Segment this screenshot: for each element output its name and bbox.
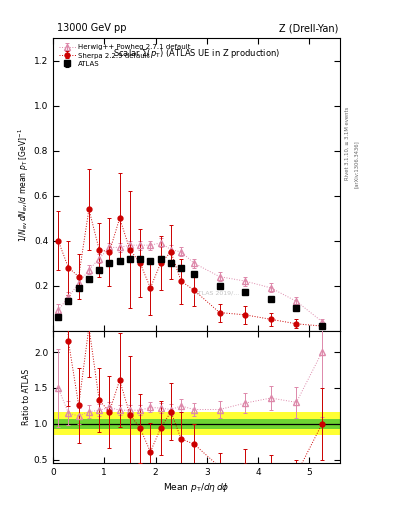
Text: Rivet 3.1.10, ≥ 3.1M events: Rivet 3.1.10, ≥ 3.1M events	[345, 106, 350, 180]
X-axis label: Mean $p_\mathrm{T}/d\eta\,d\phi$: Mean $p_\mathrm{T}/d\eta\,d\phi$	[163, 481, 230, 495]
Bar	[53, 419, 340, 429]
Text: Z (Drell-Yan): Z (Drell-Yan)	[279, 23, 338, 33]
Text: [arXiv:1306.3436]: [arXiv:1306.3436]	[354, 140, 359, 188]
Text: 13000 GeV pp: 13000 GeV pp	[57, 23, 127, 33]
Legend: Herwig++ Powheg 2.7.1 default, Sherpa 2.2.9 default, ATLAS: Herwig++ Powheg 2.7.1 default, Sherpa 2.…	[57, 42, 193, 69]
Text: Scalar $\Sigma(p_\mathrm{T})$ (ATLAS UE in Z production): Scalar $\Sigma(p_\mathrm{T})$ (ATLAS UE …	[113, 47, 280, 60]
Y-axis label: $1/N_\mathrm{ev}\,dN_\mathrm{ev}/d$ mean $p_\mathrm{T}$ [GeV]$^{-1}$: $1/N_\mathrm{ev}\,dN_\mathrm{ev}/d$ mean…	[17, 127, 31, 242]
Y-axis label: Ratio to ATLAS: Ratio to ATLAS	[22, 369, 31, 425]
Bar	[53, 412, 340, 435]
Text: ATLAS 2019/...: ATLAS 2019/...	[194, 290, 239, 295]
